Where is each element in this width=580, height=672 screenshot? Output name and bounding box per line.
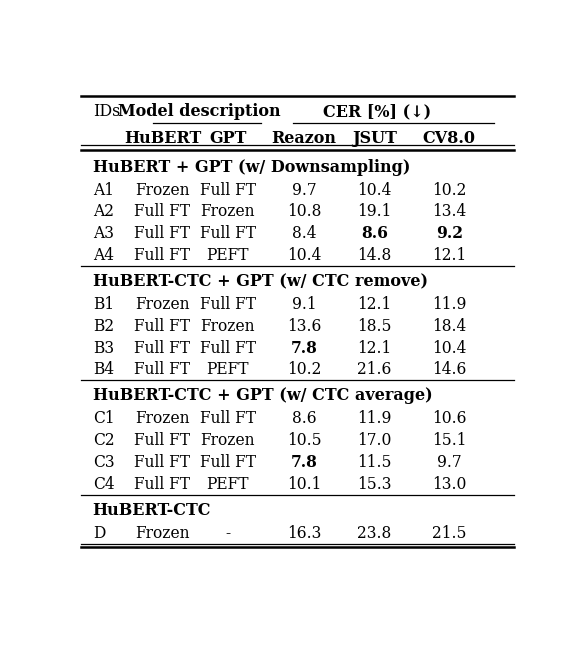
Text: PEFT: PEFT (206, 476, 249, 493)
Text: 15.3: 15.3 (357, 476, 392, 493)
Text: Full FT: Full FT (135, 476, 190, 493)
Text: D: D (93, 525, 105, 542)
Text: Full FT: Full FT (135, 204, 190, 220)
Text: Frozen: Frozen (200, 318, 255, 335)
Text: Full FT: Full FT (135, 247, 190, 264)
Text: 10.6: 10.6 (432, 411, 466, 427)
Text: Full FT: Full FT (135, 432, 190, 449)
Text: Full FT: Full FT (135, 339, 190, 357)
Text: -: - (225, 525, 230, 542)
Text: 10.4: 10.4 (432, 339, 466, 357)
Text: Reazon: Reazon (271, 130, 336, 146)
Text: Frozen: Frozen (135, 411, 190, 427)
Text: Model description: Model description (118, 103, 281, 120)
Text: Full FT: Full FT (135, 318, 190, 335)
Text: CV8.0: CV8.0 (423, 130, 476, 146)
Text: 14.8: 14.8 (357, 247, 392, 264)
Text: 12.1: 12.1 (357, 296, 392, 313)
Text: A3: A3 (93, 225, 114, 242)
Text: HuBERT-CTC + GPT (w/ CTC remove): HuBERT-CTC + GPT (w/ CTC remove) (93, 273, 427, 290)
Text: Full FT: Full FT (135, 225, 190, 242)
Text: HuBERT: HuBERT (124, 130, 201, 146)
Text: GPT: GPT (209, 130, 246, 146)
Text: HuBERT-CTC: HuBERT-CTC (93, 502, 211, 519)
Text: HuBERT + GPT (w/ Downsampling): HuBERT + GPT (w/ Downsampling) (93, 159, 410, 176)
Text: 8.4: 8.4 (292, 225, 316, 242)
Text: Full FT: Full FT (200, 225, 256, 242)
Text: Full FT: Full FT (200, 454, 256, 471)
Text: B1: B1 (93, 296, 114, 313)
Text: JSUT: JSUT (352, 130, 397, 146)
Text: C2: C2 (93, 432, 114, 449)
Text: C3: C3 (93, 454, 114, 471)
Text: 17.0: 17.0 (357, 432, 392, 449)
Text: Full FT: Full FT (135, 454, 190, 471)
Text: 10.4: 10.4 (357, 181, 392, 199)
Text: 19.1: 19.1 (357, 204, 392, 220)
Text: IDs: IDs (93, 103, 120, 120)
Text: B4: B4 (93, 362, 114, 378)
Text: 15.1: 15.1 (432, 432, 466, 449)
Text: 10.5: 10.5 (287, 432, 321, 449)
Text: PEFT: PEFT (206, 362, 249, 378)
Text: Full FT: Full FT (200, 339, 256, 357)
Text: Full FT: Full FT (200, 296, 256, 313)
Text: A1: A1 (93, 181, 114, 199)
Text: 14.6: 14.6 (432, 362, 466, 378)
Text: 7.8: 7.8 (291, 339, 317, 357)
Text: 13.0: 13.0 (432, 476, 466, 493)
Text: B3: B3 (93, 339, 114, 357)
Text: Frozen: Frozen (135, 181, 190, 199)
Text: 9.7: 9.7 (437, 454, 462, 471)
Text: 13.4: 13.4 (432, 204, 466, 220)
Text: Frozen: Frozen (200, 432, 255, 449)
Text: CER [%] (↓): CER [%] (↓) (322, 103, 430, 120)
Text: 9.1: 9.1 (292, 296, 316, 313)
Text: Frozen: Frozen (135, 525, 190, 542)
Text: 11.5: 11.5 (357, 454, 392, 471)
Text: 9.7: 9.7 (292, 181, 316, 199)
Text: C4: C4 (93, 476, 114, 493)
Text: 9.2: 9.2 (436, 225, 463, 242)
Text: HuBERT-CTC + GPT (w/ CTC average): HuBERT-CTC + GPT (w/ CTC average) (93, 388, 432, 405)
Text: 8.6: 8.6 (361, 225, 388, 242)
Text: 10.2: 10.2 (287, 362, 321, 378)
Text: B2: B2 (93, 318, 114, 335)
Text: 12.1: 12.1 (432, 247, 466, 264)
Text: 18.5: 18.5 (357, 318, 392, 335)
Text: 23.8: 23.8 (357, 525, 392, 542)
Text: Full FT: Full FT (200, 411, 256, 427)
Text: 12.1: 12.1 (357, 339, 392, 357)
Text: 11.9: 11.9 (432, 296, 466, 313)
Text: A2: A2 (93, 204, 114, 220)
Text: 18.4: 18.4 (432, 318, 466, 335)
Text: 10.8: 10.8 (287, 204, 321, 220)
Text: 10.2: 10.2 (432, 181, 466, 199)
Text: 13.6: 13.6 (287, 318, 321, 335)
Text: 16.3: 16.3 (287, 525, 321, 542)
Text: Frozen: Frozen (200, 204, 255, 220)
Text: 21.5: 21.5 (432, 525, 466, 542)
Text: Full FT: Full FT (135, 362, 190, 378)
Text: 10.4: 10.4 (287, 247, 321, 264)
Text: 21.6: 21.6 (357, 362, 392, 378)
Text: 8.6: 8.6 (292, 411, 316, 427)
Text: A4: A4 (93, 247, 114, 264)
Text: 10.1: 10.1 (287, 476, 321, 493)
Text: Frozen: Frozen (135, 296, 190, 313)
Text: 11.9: 11.9 (357, 411, 392, 427)
Text: Full FT: Full FT (200, 181, 256, 199)
Text: PEFT: PEFT (206, 247, 249, 264)
Text: C1: C1 (93, 411, 114, 427)
Text: 7.8: 7.8 (291, 454, 317, 471)
